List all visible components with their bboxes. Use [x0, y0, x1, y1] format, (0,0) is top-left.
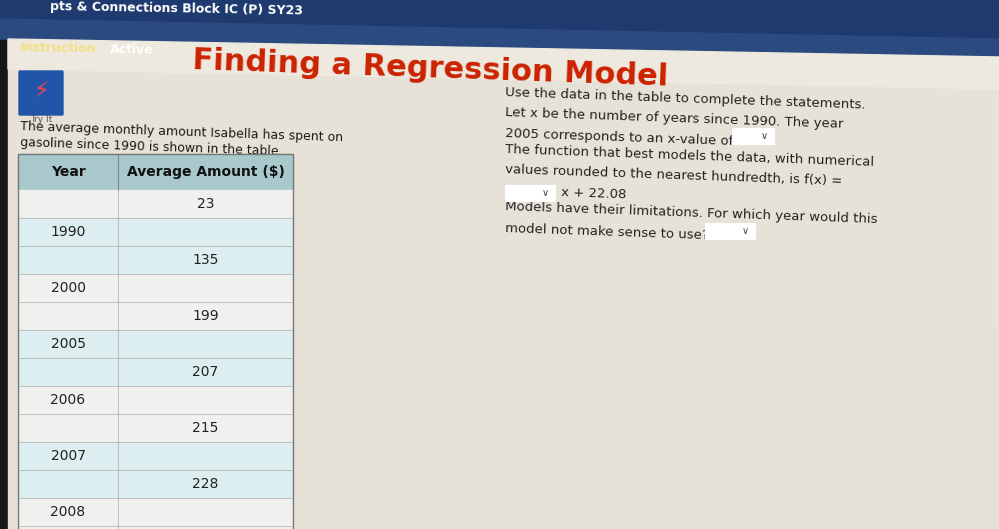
- Text: Try It: Try It: [30, 115, 52, 124]
- Bar: [18, 154, 293, 529]
- Text: values rounded to the nearest hundredth, is f(x) =: values rounded to the nearest hundredth,…: [505, 162, 842, 187]
- Text: Average Amount ($): Average Amount ($): [127, 165, 285, 179]
- Text: The average monthly amount Isabella has spent on: The average monthly amount Isabella has …: [20, 120, 344, 144]
- Bar: [18, 414, 293, 442]
- Bar: [18, 330, 293, 358]
- Text: ∨: ∨: [741, 226, 748, 236]
- Polygon shape: [8, 39, 999, 89]
- Bar: [18, 386, 293, 414]
- Bar: [18, 154, 293, 190]
- Text: 2005: 2005: [51, 337, 86, 351]
- Polygon shape: [8, 0, 999, 529]
- Text: Finding a Regression Model: Finding a Regression Model: [192, 46, 668, 92]
- Text: pts & Connections Block IC (P) SY23: pts & Connections Block IC (P) SY23: [50, 1, 303, 17]
- Text: 23: 23: [197, 197, 214, 211]
- Bar: [18, 274, 293, 302]
- Bar: [18, 302, 293, 330]
- Text: gasoline since 1990 is shown in the table.: gasoline since 1990 is shown in the tabl…: [20, 136, 283, 158]
- Text: ∨: ∨: [541, 188, 548, 198]
- Text: 2007: 2007: [51, 449, 86, 463]
- Bar: [18, 190, 293, 218]
- FancyBboxPatch shape: [19, 71, 63, 115]
- Text: 2006: 2006: [50, 393, 86, 407]
- Text: model not make sense to use?: model not make sense to use?: [505, 222, 709, 242]
- Polygon shape: [0, 19, 999, 57]
- Text: 1990: 1990: [50, 225, 86, 239]
- Text: 2008: 2008: [50, 505, 86, 519]
- Bar: [18, 498, 293, 526]
- Text: Let x be the number of years since 1990. The year: Let x be the number of years since 1990.…: [505, 106, 843, 131]
- Text: 2000: 2000: [51, 281, 86, 295]
- Text: 228: 228: [193, 477, 219, 491]
- Text: 215: 215: [193, 421, 219, 435]
- Text: 207: 207: [193, 365, 219, 379]
- Text: 199: 199: [192, 309, 219, 323]
- Text: Models have their limitations. For which year would this: Models have their limitations. For which…: [505, 200, 878, 226]
- Polygon shape: [0, 0, 999, 39]
- Text: ∨: ∨: [760, 131, 767, 141]
- Text: 135: 135: [193, 253, 219, 267]
- Text: x + 22.08: x + 22.08: [561, 186, 626, 202]
- Bar: [18, 442, 293, 470]
- Text: Active: Active: [110, 43, 154, 57]
- Text: 2005 corresponds to an x-value of: 2005 corresponds to an x-value of: [505, 126, 733, 148]
- Bar: [0, 0, 8, 529]
- Bar: [705, 223, 755, 239]
- Bar: [18, 470, 293, 498]
- Bar: [18, 246, 293, 274]
- Bar: [18, 218, 293, 246]
- Bar: [732, 128, 774, 144]
- Bar: [18, 358, 293, 386]
- Text: Year: Year: [51, 165, 85, 179]
- Text: The function that best models the data, with numerical: The function that best models the data, …: [505, 143, 874, 169]
- Text: ⚡: ⚡: [33, 82, 49, 102]
- Bar: [18, 526, 293, 529]
- Bar: [505, 185, 555, 201]
- Text: Instruction: Instruction: [20, 41, 97, 55]
- Text: Use the data in the table to complete the statements.: Use the data in the table to complete th…: [505, 86, 866, 112]
